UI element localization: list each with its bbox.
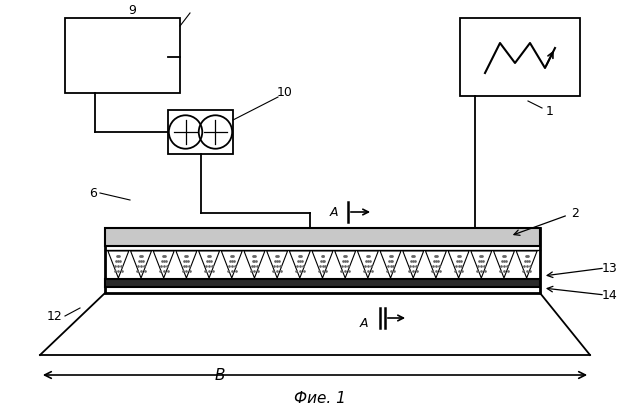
Bar — [65, 18, 180, 93]
Text: B: B — [215, 367, 225, 383]
Polygon shape — [493, 251, 515, 278]
Polygon shape — [176, 251, 197, 278]
Polygon shape — [244, 251, 265, 278]
Polygon shape — [471, 251, 492, 278]
Polygon shape — [357, 251, 378, 278]
Text: 14: 14 — [602, 289, 618, 302]
Polygon shape — [289, 251, 310, 278]
Polygon shape — [267, 251, 287, 278]
Polygon shape — [312, 251, 333, 278]
Bar — [460, 18, 580, 96]
Text: 2: 2 — [571, 206, 579, 219]
Polygon shape — [380, 251, 401, 278]
Polygon shape — [403, 251, 424, 278]
Polygon shape — [426, 251, 446, 278]
Polygon shape — [221, 251, 242, 278]
Text: Фие. 1: Фие. 1 — [294, 390, 346, 406]
Polygon shape — [448, 251, 469, 278]
Text: 10: 10 — [277, 86, 293, 99]
Bar — [105, 279, 540, 287]
Text: 6: 6 — [89, 187, 97, 199]
Text: 1: 1 — [546, 104, 554, 118]
Polygon shape — [516, 251, 537, 278]
Polygon shape — [131, 251, 152, 278]
Polygon shape — [335, 251, 356, 278]
Text: A: A — [360, 316, 368, 330]
Bar — [105, 228, 540, 293]
Bar — [105, 228, 540, 246]
Polygon shape — [198, 251, 220, 278]
Text: 12: 12 — [47, 309, 63, 323]
Text: 9: 9 — [129, 4, 136, 16]
Polygon shape — [108, 251, 129, 278]
Text: 13: 13 — [602, 261, 618, 275]
Bar — [168, 110, 233, 154]
Polygon shape — [153, 251, 174, 278]
Text: A: A — [330, 206, 338, 219]
